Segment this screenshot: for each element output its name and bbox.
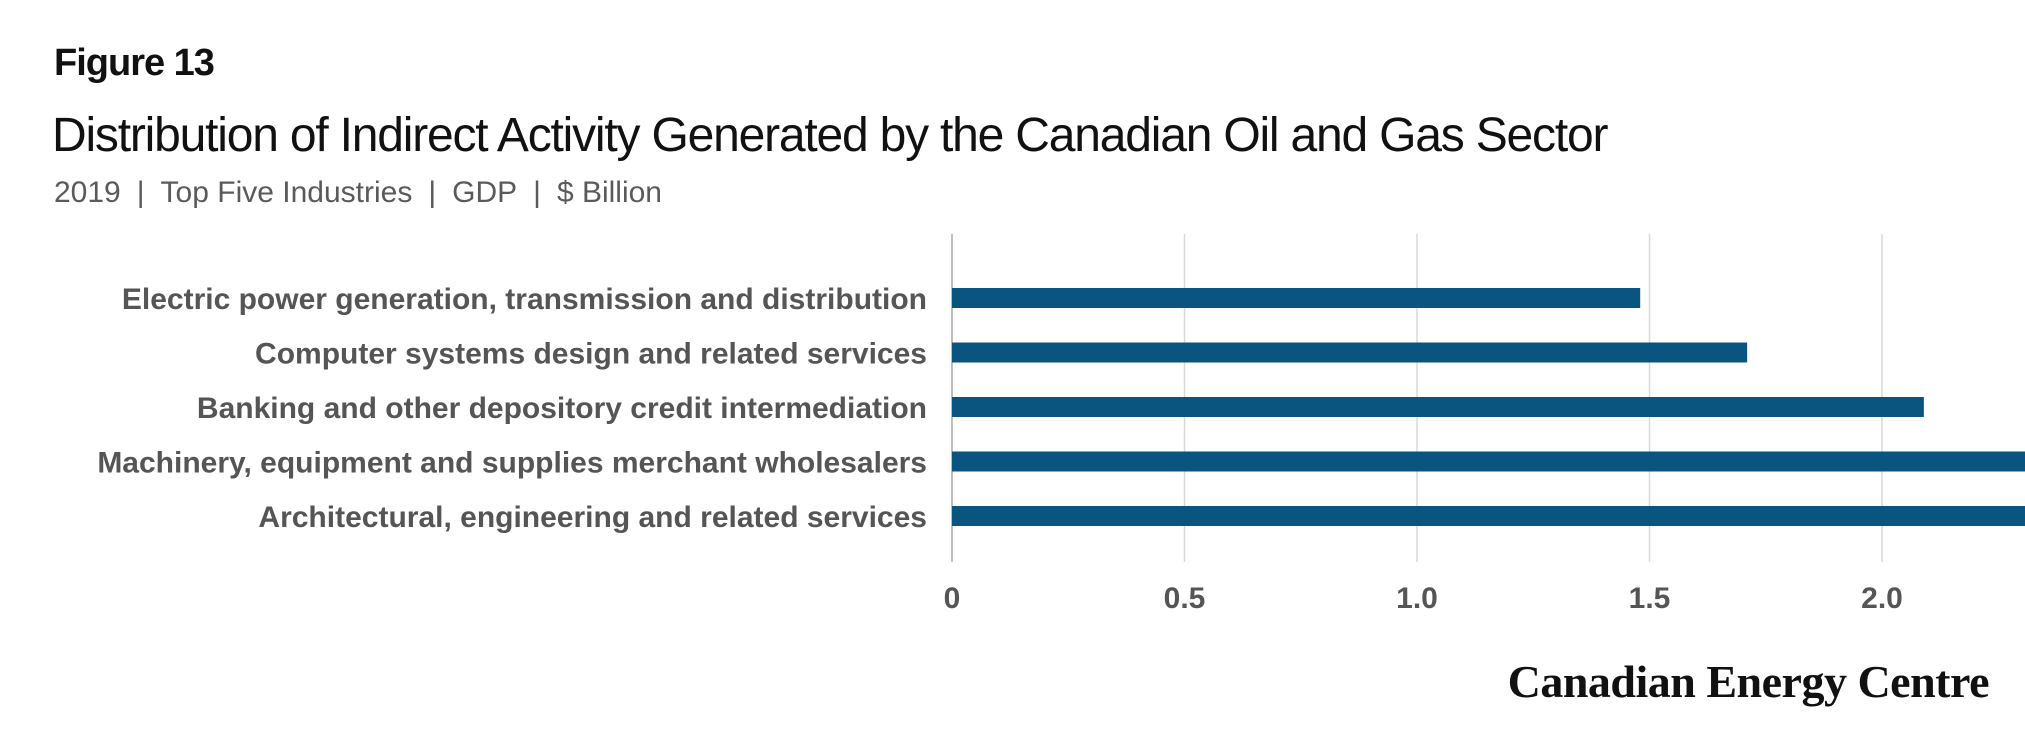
x-tick-label: 2.0 bbox=[1861, 582, 1903, 615]
x-tick-label: 0.5 bbox=[1164, 582, 1206, 615]
tick-label-layer: 00.51.01.52.02.53.03.54.0 bbox=[944, 582, 1903, 615]
subtitle-separator: | bbox=[533, 176, 541, 209]
category-label: Machinery, equipment and supplies mercha… bbox=[97, 447, 927, 480]
bar bbox=[952, 342, 1748, 363]
subtitle-scope: Top Five Industries bbox=[160, 176, 413, 209]
bar bbox=[952, 397, 1924, 417]
x-tick-label: 0 bbox=[944, 582, 961, 615]
subtitle-year: 2019 bbox=[54, 176, 121, 209]
bar-chart: Electric power generation, transmission … bbox=[97, 234, 2025, 615]
category-label: Computer systems design and related serv… bbox=[255, 338, 927, 371]
bar bbox=[952, 506, 2025, 526]
bar-layer bbox=[952, 288, 2025, 526]
chart-subtitle: 2019 | Top Five Industries | GDP | $ Bil… bbox=[54, 176, 662, 210]
chart-title: Distribution of Indirect Activity Genera… bbox=[52, 109, 1608, 162]
brand-logo-text: Canadian Energy Centre bbox=[1507, 656, 1990, 707]
category-label-layer: Electric power generation, transmission … bbox=[97, 283, 927, 534]
x-tick-label: 1.0 bbox=[1396, 582, 1438, 615]
bar bbox=[952, 451, 2025, 472]
category-label: Banking and other depository credit inte… bbox=[197, 392, 927, 425]
bar bbox=[952, 288, 1641, 308]
subtitle-unit: $ Billion bbox=[556, 176, 662, 209]
x-tick-label: 1.5 bbox=[1629, 582, 1671, 615]
subtitle-measure: GDP bbox=[452, 176, 518, 209]
subtitle-separator: | bbox=[136, 176, 145, 209]
category-label: Architectural, engineering and related s… bbox=[258, 501, 927, 534]
figure-label: Figure 13 bbox=[54, 42, 215, 84]
category-label: Electric power generation, transmission … bbox=[122, 283, 927, 316]
subtitle-separator: | bbox=[428, 176, 437, 209]
